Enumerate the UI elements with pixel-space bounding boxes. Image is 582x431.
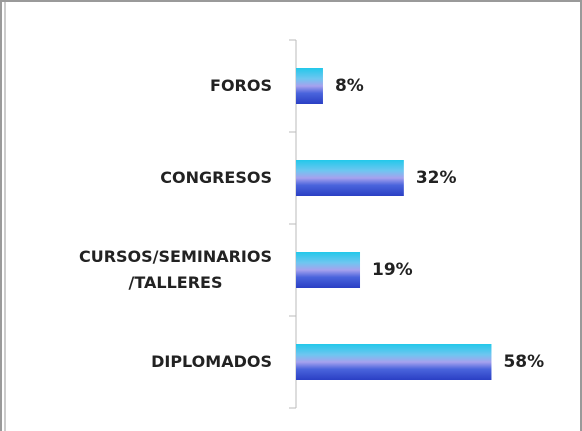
value-label: 19% [372, 260, 413, 280]
value-label: 32% [415, 168, 457, 188]
bar [296, 344, 492, 380]
bar [296, 252, 361, 288]
bar [296, 160, 404, 196]
category-label: DIPLOMADOS [151, 352, 272, 371]
bar [296, 68, 323, 104]
value-label: 8% [334, 76, 364, 96]
value-label: 58% [503, 352, 545, 372]
category-label: FOROS [210, 76, 272, 95]
category-label: CONGRESOS [160, 168, 272, 187]
category-label: CURSOS/SEMINARIOS /TALLERES [78, 247, 272, 292]
